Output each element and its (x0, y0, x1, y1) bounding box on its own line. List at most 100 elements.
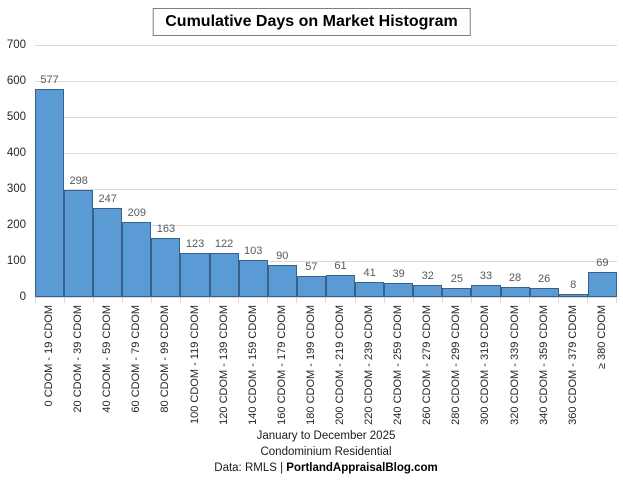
bar-column: 41 (355, 45, 385, 297)
x-tick-label: 200 CDOM - 219 CDOM (326, 305, 355, 427)
x-tick-label-text: 160 CDOM - 179 CDOM (275, 305, 288, 425)
x-tick-label: 0 CDOM - 19 CDOM (35, 305, 64, 427)
bar-column: 123 (180, 45, 210, 297)
x-tick-label-text: 340 CDOM - 359 CDOM (537, 305, 550, 425)
x-tick (501, 297, 530, 303)
gridline (35, 153, 617, 154)
bar-column: 32 (413, 45, 443, 297)
footer-source-site: PortlandAppraisalBlog.com (286, 462, 438, 474)
x-axis-labels: 0 CDOM - 19 CDOM 20 CDOM - 39 CDOM 40 CDOM… (35, 305, 617, 427)
bar-value-label: 577 (40, 74, 59, 87)
bar-value-label: 39 (392, 267, 405, 280)
bar-column: 39 (384, 45, 414, 297)
x-tick-label: 20 CDOM - 39 CDOM (64, 305, 93, 427)
bar-column: 28 (500, 45, 530, 297)
bar (267, 264, 297, 297)
x-tick-label-text: 220 CDOM - 239 CDOM (363, 305, 376, 425)
x-tick-label-text: 260 CDOM - 279 CDOM (421, 305, 434, 425)
x-tick (181, 297, 211, 303)
x-tick-label-text: 60 CDOM - 79 CDOM (130, 305, 143, 413)
x-tick-label-text: 0 CDOM - 19 CDOM (43, 305, 56, 407)
y-tick-label: 400 (6, 147, 26, 159)
bar (471, 285, 501, 297)
x-tick-label: 120 CDOM - 139 CDOM (210, 305, 239, 427)
bar (355, 282, 385, 297)
gridline (35, 225, 617, 226)
x-tick-label: 360 CDOM - 379 CDOM (559, 305, 588, 427)
bar (64, 189, 94, 297)
footer-line-period: January to December 2025 (256, 430, 396, 442)
x-tick-label: 320 CDOM - 339 CDOM (501, 305, 530, 427)
x-tick (297, 297, 327, 303)
x-tick-label-text: 300 CDOM - 319 CDOM (479, 305, 492, 425)
bar-value-label: 61 (334, 260, 347, 273)
bar (238, 259, 268, 297)
x-tick-label: 260 CDOM - 279 CDOM (413, 305, 442, 427)
x-tick-label-text: 200 CDOM - 219 CDOM (333, 305, 346, 425)
x-tick-label: 40 CDOM - 59 CDOM (93, 305, 122, 427)
footer-line-source: Data: RMLS | PortlandAppraisalBlog.com (35, 460, 617, 476)
bar (558, 294, 588, 297)
bar-value-label: 69 (596, 257, 609, 270)
x-tick (94, 297, 124, 303)
bar-value-label: 209 (127, 206, 147, 219)
bar-column: 61 (325, 45, 356, 297)
x-axis-ticks (35, 297, 617, 303)
bar (35, 89, 65, 297)
x-tick-label: 60 CDOM - 79 CDOM (122, 305, 151, 427)
bar-column: 26 (529, 45, 559, 297)
x-tick-label-text: 280 CDOM - 299 CDOM (450, 305, 463, 425)
gridline (35, 189, 617, 190)
bar (442, 288, 472, 297)
bar-column: 103 (238, 45, 268, 297)
bar-column: 122 (209, 45, 239, 297)
x-tick-label: 140 CDOM - 159 CDOM (239, 305, 268, 427)
y-tick-label: 100 (6, 255, 26, 267)
bar (180, 252, 210, 297)
bar-value-label: 28 (508, 271, 522, 284)
x-tick-label-text: 80 CDOM - 99 CDOM (159, 305, 172, 413)
x-tick (210, 297, 240, 303)
x-tick (414, 297, 443, 303)
x-tick-label-text: 180 CDOM - 199 CDOM (304, 305, 317, 425)
bar-value-label: 8 (570, 279, 577, 292)
x-tick (588, 297, 617, 303)
x-tick (268, 297, 298, 303)
x-tick (530, 297, 559, 303)
x-tick (559, 297, 588, 303)
bar-column: 577 (35, 45, 65, 297)
bar-value-label: 298 (69, 174, 88, 187)
x-tick-label: 160 CDOM - 179 CDOM (268, 305, 297, 427)
footer-line-segment: Condominium Residential (260, 446, 392, 458)
footer-source-prefix: Data: RMLS | (214, 462, 287, 474)
gridline (35, 45, 617, 46)
x-tick-label-text: 120 CDOM - 139 CDOM (217, 305, 230, 425)
chart-title: Cumulative Days on Market Histogram (152, 8, 471, 36)
bars-row: 577 298 247 209 163 123 122 103 90 57 61 41 39 32 25 33… (35, 45, 617, 297)
x-tick-label: 340 CDOM - 359 CDOM (530, 305, 559, 427)
bar-value-label: 33 (479, 270, 493, 283)
bar-column: 25 (442, 45, 472, 297)
bar-value-label: 32 (421, 270, 434, 283)
bar-value-label: 247 (98, 193, 117, 206)
bar-column: 33 (471, 45, 501, 297)
x-tick-label-text: 240 CDOM - 259 CDOM (392, 305, 405, 425)
bar-value-label: 122 (214, 238, 234, 251)
bar-value-label: 57 (305, 261, 318, 274)
x-tick (35, 297, 66, 303)
x-tick-label-text: ≥ 380 CDOM (595, 305, 608, 370)
y-axis: 700 600 500 400 300 200 100 0 (0, 39, 29, 303)
plot-area: 577 298 247 209 163 123 122 103 90 57 61 41 39 32 25 33… (35, 45, 617, 298)
gridline (35, 81, 617, 82)
bar-value-label: 25 (450, 273, 463, 286)
bar (151, 238, 181, 297)
bar-value-label: 90 (276, 249, 289, 262)
x-tick (65, 297, 95, 303)
chart-footer: January to December 2025 Condominium Res… (35, 428, 617, 476)
y-tick-label: 300 (6, 183, 26, 195)
x-tick-label: ≥ 380 CDOM (588, 305, 617, 427)
x-tick (326, 297, 356, 303)
x-tick-label: 240 CDOM - 259 CDOM (384, 305, 413, 427)
x-tick-label-text: 320 CDOM - 339 CDOM (508, 305, 521, 425)
bar (413, 285, 443, 297)
